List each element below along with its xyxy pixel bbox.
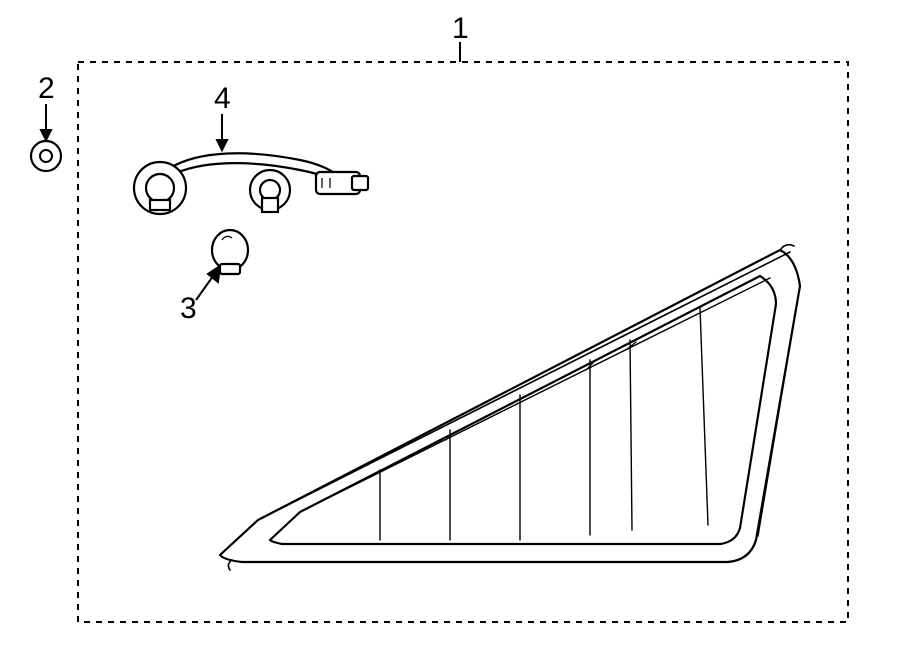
parts-diagram: 1 2 4 bbox=[0, 0, 900, 662]
callout-2-label: 2 bbox=[38, 72, 55, 105]
callout-3-label: 3 bbox=[180, 292, 197, 325]
callout-4-arrow bbox=[217, 114, 227, 150]
callout-1-label: 1 bbox=[452, 12, 469, 45]
nut bbox=[31, 141, 61, 171]
callout-2-arrow bbox=[41, 104, 51, 140]
callout-3-arrow bbox=[196, 266, 220, 300]
socket-assembly bbox=[134, 153, 368, 214]
callout-4-label: 4 bbox=[214, 82, 231, 115]
tail-lamp-lens bbox=[220, 245, 800, 570]
